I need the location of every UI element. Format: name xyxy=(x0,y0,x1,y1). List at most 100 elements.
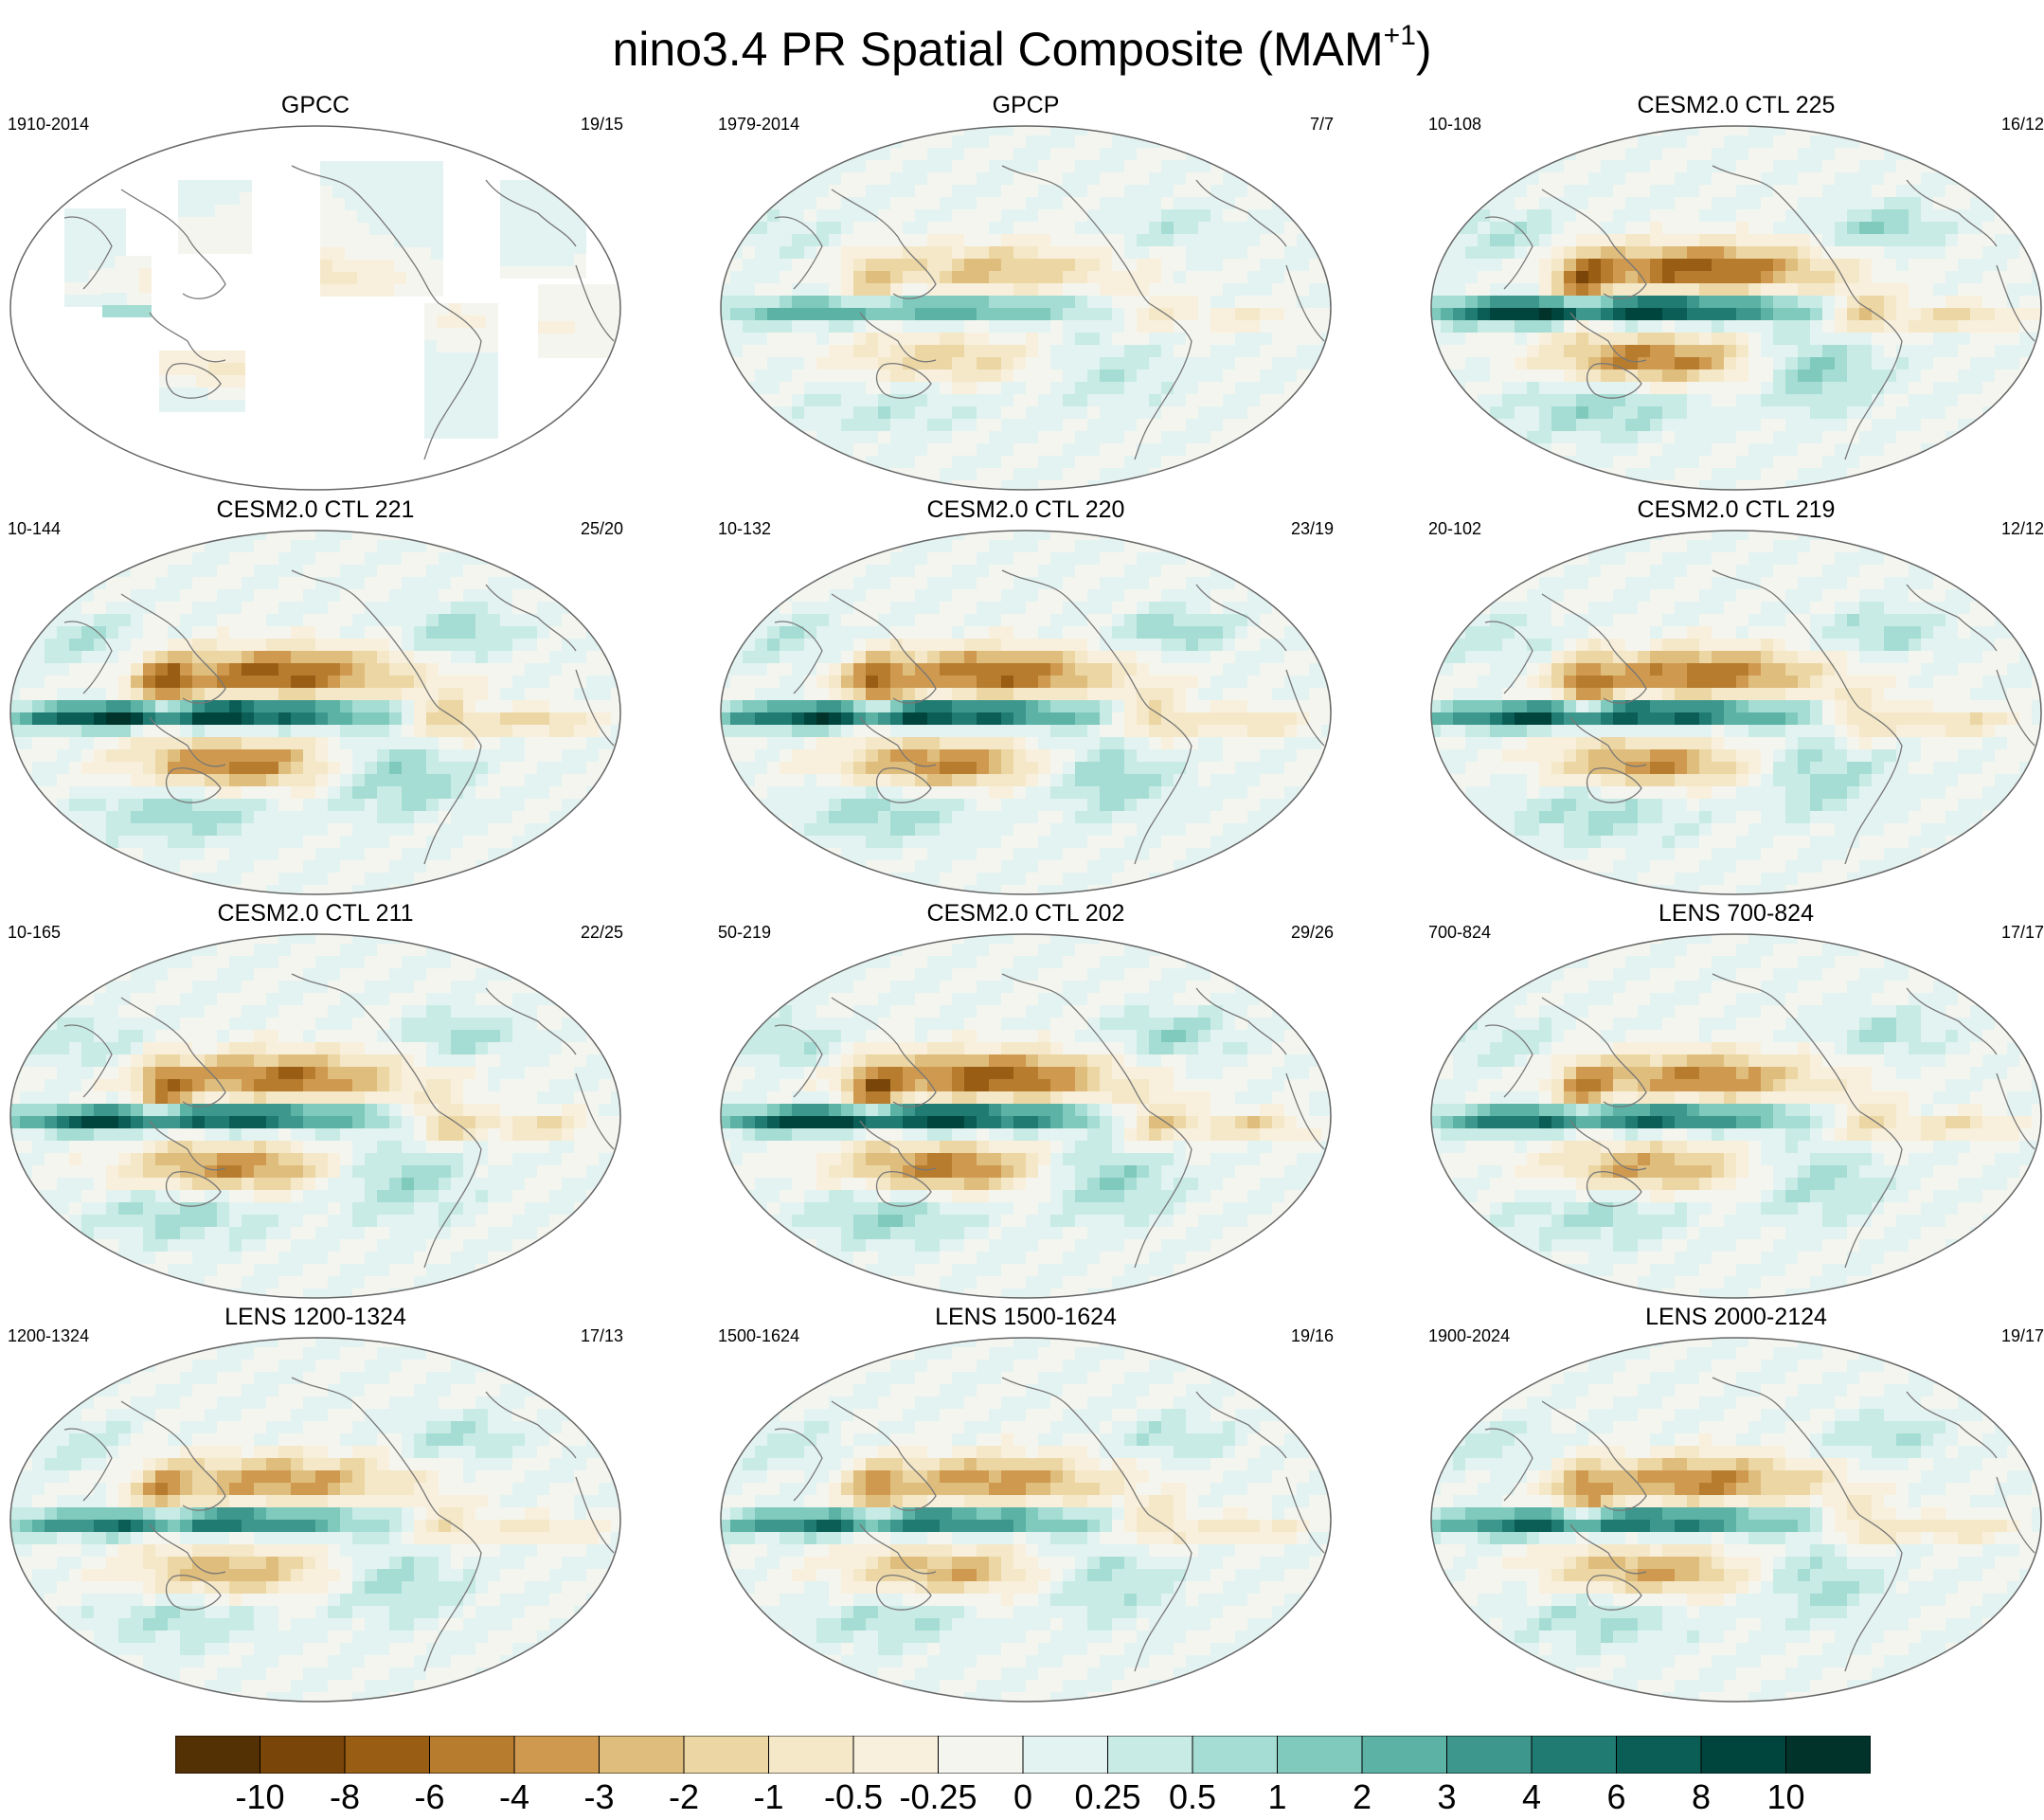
map-panel: LENS 1200-1324 1200-1324 17/13 xyxy=(8,1304,623,1704)
colorbar-swatch xyxy=(429,1736,515,1774)
map-panel: CESM2.0 CTL 202 50-219 29/26 xyxy=(718,900,1334,1301)
map-svg xyxy=(9,933,621,1299)
map-svg xyxy=(720,530,1332,895)
panel-title: GPCC xyxy=(280,92,350,118)
map-svg xyxy=(1430,125,2042,491)
panel-count-label: 22/25 xyxy=(580,923,623,942)
panel-title: LENS 1200-1324 xyxy=(224,1304,406,1330)
colorbar-labels: -10 -8 -6 -4 -3 -2 -1 -0.5 -0.25 0 0.25 0.5 1 2 3 4 6 8 10 xyxy=(0,1777,2044,1820)
colorbar-tick-label: -6 xyxy=(414,1777,445,1816)
anomaly-field xyxy=(721,531,1331,894)
panel-title: CESM2.0 CTL 202 xyxy=(926,900,1125,927)
colorbar-tick-label: 1 xyxy=(1267,1777,1287,1816)
colorbar-tick-label: -1 xyxy=(753,1777,784,1816)
map-svg xyxy=(9,530,621,895)
panel-period-label: 1979-2014 xyxy=(718,115,800,134)
map-svg xyxy=(1430,933,2042,1299)
panel-period-label: 1900-2024 xyxy=(1428,1326,1511,1345)
map-panel: LENS 1500-1624 1500-1624 19/16 xyxy=(718,1304,1334,1704)
map-panel: CESM2.0 CTL 225 10-108 16/12 xyxy=(1428,92,2044,493)
panel-count-label: 25/20 xyxy=(580,519,623,538)
colorbar-swatch xyxy=(1107,1736,1193,1774)
panel-period-label: 10-132 xyxy=(718,519,772,538)
map-svg xyxy=(9,125,621,491)
colorbar-tick-label: 2 xyxy=(1352,1777,1372,1816)
map-svg xyxy=(720,1337,1332,1703)
colorbar-swatch xyxy=(1785,1736,1871,1774)
colorbar-swatch xyxy=(513,1736,600,1774)
colorbar-swatch xyxy=(344,1736,430,1774)
colorbar-swatch xyxy=(1022,1736,1108,1774)
anomaly-field xyxy=(721,126,1331,490)
panel-title: CESM2.0 CTL 225 xyxy=(1637,92,1836,118)
map-svg xyxy=(720,933,1332,1299)
colorbar-swatch xyxy=(1361,1736,1447,1774)
panel-title: GPCP xyxy=(992,92,1060,118)
colorbar-swatch xyxy=(175,1736,260,1774)
panel-count-label: 23/19 xyxy=(1290,519,1334,538)
map-svg xyxy=(1430,530,2042,895)
panel-title: LENS 1500-1624 xyxy=(935,1304,1117,1330)
colorbar-tick-label: 0 xyxy=(1013,1777,1033,1816)
panel-period-label: 10-144 xyxy=(8,519,62,538)
panel-period-label: 50-219 xyxy=(718,923,772,942)
colorbar-swatch xyxy=(599,1736,685,1774)
panel-period-label: 10-165 xyxy=(8,923,62,942)
colorbar-tick-label: -2 xyxy=(668,1777,700,1816)
colorbar xyxy=(175,1736,1871,1774)
panel-count-label: 16/12 xyxy=(2000,115,2044,134)
figure-title: nino3.4 PR Spatial Composite (MAM+1) xyxy=(612,20,1432,76)
panel-period-label: 700-824 xyxy=(1428,923,1492,942)
map-panel: CESM2.0 CTL 219 20-102 12/12 xyxy=(1428,496,2044,897)
panel-title: LENS 2000-2124 xyxy=(1645,1304,1827,1330)
panel-count-label: 12/12 xyxy=(2000,519,2044,538)
panel-period-label: 20-102 xyxy=(1428,519,1482,538)
panel-period-label: 10-108 xyxy=(1428,115,1482,134)
colorbar-tick-label: 6 xyxy=(1606,1777,1626,1816)
colorbar-swatch xyxy=(1192,1736,1278,1774)
map-svg xyxy=(1430,1337,2042,1703)
colorbar-tick-label: 0.25 xyxy=(1074,1777,1141,1816)
colorbar-tick-label: 4 xyxy=(1521,1777,1542,1816)
colorbar-swatch xyxy=(1616,1736,1702,1774)
colorbar-swatch xyxy=(683,1736,769,1774)
map-panel: CESM2.0 CTL 220 10-132 23/19 xyxy=(718,496,1334,897)
map-panel: LENS 2000-2124 1900-2024 19/17 xyxy=(1428,1304,2044,1704)
panel-title: CESM2.0 CTL 211 xyxy=(217,900,414,927)
map-panel: GPCP 1979-2014 7/7 xyxy=(718,92,1334,493)
panel-count-label: 29/26 xyxy=(1290,923,1334,942)
colorbar-tick-label: -10 xyxy=(235,1777,285,1816)
panel-title: LENS 700-824 xyxy=(1658,900,1814,927)
map-svg xyxy=(720,125,1332,491)
panel-period-label: 1910-2014 xyxy=(8,115,90,134)
colorbar-swatch xyxy=(1446,1736,1533,1774)
colorbar-tick-label: 0.5 xyxy=(1168,1777,1217,1816)
colorbar-swatch xyxy=(1277,1736,1363,1774)
panel-period-label: 1200-1324 xyxy=(8,1326,90,1345)
colorbar-tick-label: -0.5 xyxy=(823,1777,884,1816)
colorbar-swatch xyxy=(768,1736,854,1774)
panel-count-label: 7/7 xyxy=(1309,115,1334,134)
panel-title: CESM2.0 CTL 220 xyxy=(926,496,1125,523)
colorbar-tick-label: 10 xyxy=(1766,1777,1805,1816)
anomaly-field xyxy=(721,1338,1331,1702)
anomaly-field xyxy=(721,934,1331,1298)
panel-count-label: 19/16 xyxy=(1290,1326,1334,1345)
map-panel: CESM2.0 CTL 221 10-144 25/20 xyxy=(8,496,623,897)
anomaly-field xyxy=(10,126,620,490)
colorbar-swatch xyxy=(938,1736,1024,1774)
colorbar-swatch xyxy=(852,1736,939,1774)
colorbar-tick-label: 8 xyxy=(1691,1777,1712,1816)
colorbar-tick-label: -0.25 xyxy=(899,1777,977,1816)
map-svg xyxy=(9,1337,621,1703)
panel-count-label: 19/15 xyxy=(580,115,623,134)
panel-title: CESM2.0 CTL 219 xyxy=(1637,496,1836,523)
panel-title: CESM2.0 CTL 221 xyxy=(216,496,415,523)
panel-count-label: 17/13 xyxy=(580,1326,623,1345)
colorbar-swatch xyxy=(1700,1736,1786,1774)
colorbar-swatch xyxy=(260,1736,346,1774)
colorbar-swatch xyxy=(1531,1736,1617,1774)
colorbar-tick-label: 3 xyxy=(1437,1777,1457,1816)
map-panel: LENS 700-824 700-824 17/17 xyxy=(1428,900,2044,1301)
panel-count-label: 17/17 xyxy=(2000,923,2044,942)
